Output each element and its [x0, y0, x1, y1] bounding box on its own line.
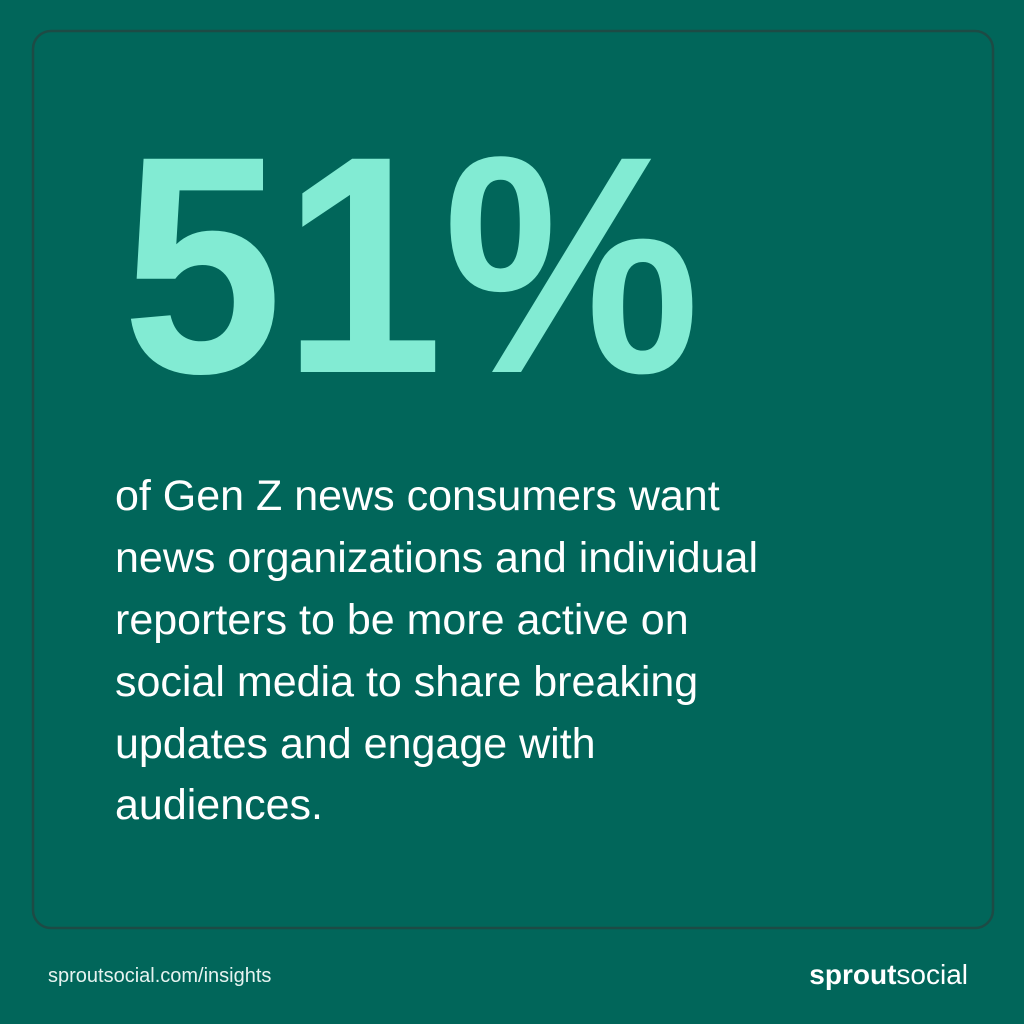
body-line: of Gen Z news consumers want [115, 472, 720, 520]
footer-url: sproutsocial.com/insights [48, 965, 271, 987]
body-line: audiences. [115, 781, 323, 829]
body-line: news organizations and individual [115, 534, 758, 582]
body-line: updates and engage with [115, 720, 596, 768]
logo: sproutsocial [809, 959, 968, 990]
logo-regular: social [896, 959, 968, 990]
body-line: reporters to be more active on [115, 596, 689, 644]
body-line: social media to share breaking [115, 658, 698, 706]
stat: 51% [122, 91, 700, 438]
logo-bold: sprout [809, 959, 896, 990]
body-text: of Gen Z news consumers want news organi… [115, 472, 758, 829]
frame [31, 29, 995, 930]
